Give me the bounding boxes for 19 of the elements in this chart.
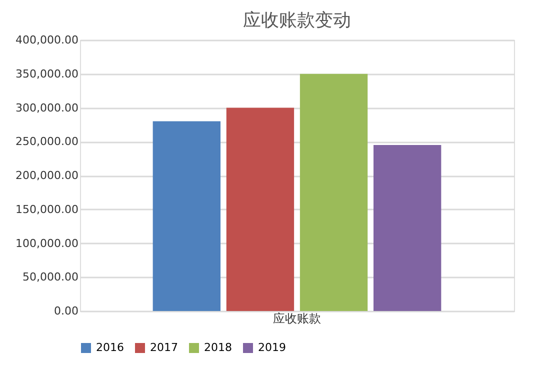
y-tick-label: 50,000.00 [22,270,78,284]
bar [374,145,442,311]
y-tick-label: 250,000.00 [16,135,78,148]
legend-label: 2017 [150,341,178,354]
bar [300,74,368,311]
y-tick-label: 150,000.00 [16,202,78,216]
legend-label: 2018 [204,341,232,354]
x-tick-label: 应收账款 [273,312,321,326]
y-tick-label: 0.00 [54,304,78,318]
bar [152,121,220,311]
y-tick-label: 350,000.00 [16,67,78,80]
y-tick-label: 100,000.00 [16,236,78,250]
y-tick-label: 200,000.00 [16,169,78,182]
legend-label: 2019 [258,341,286,354]
chart-title: 应收账款变动 [243,10,351,31]
bar [226,108,294,311]
y-tick-label: 300,000.00 [16,101,78,114]
legend-label: 2016 [96,341,124,354]
y-tick-label: 400,000.00 [16,34,78,46]
